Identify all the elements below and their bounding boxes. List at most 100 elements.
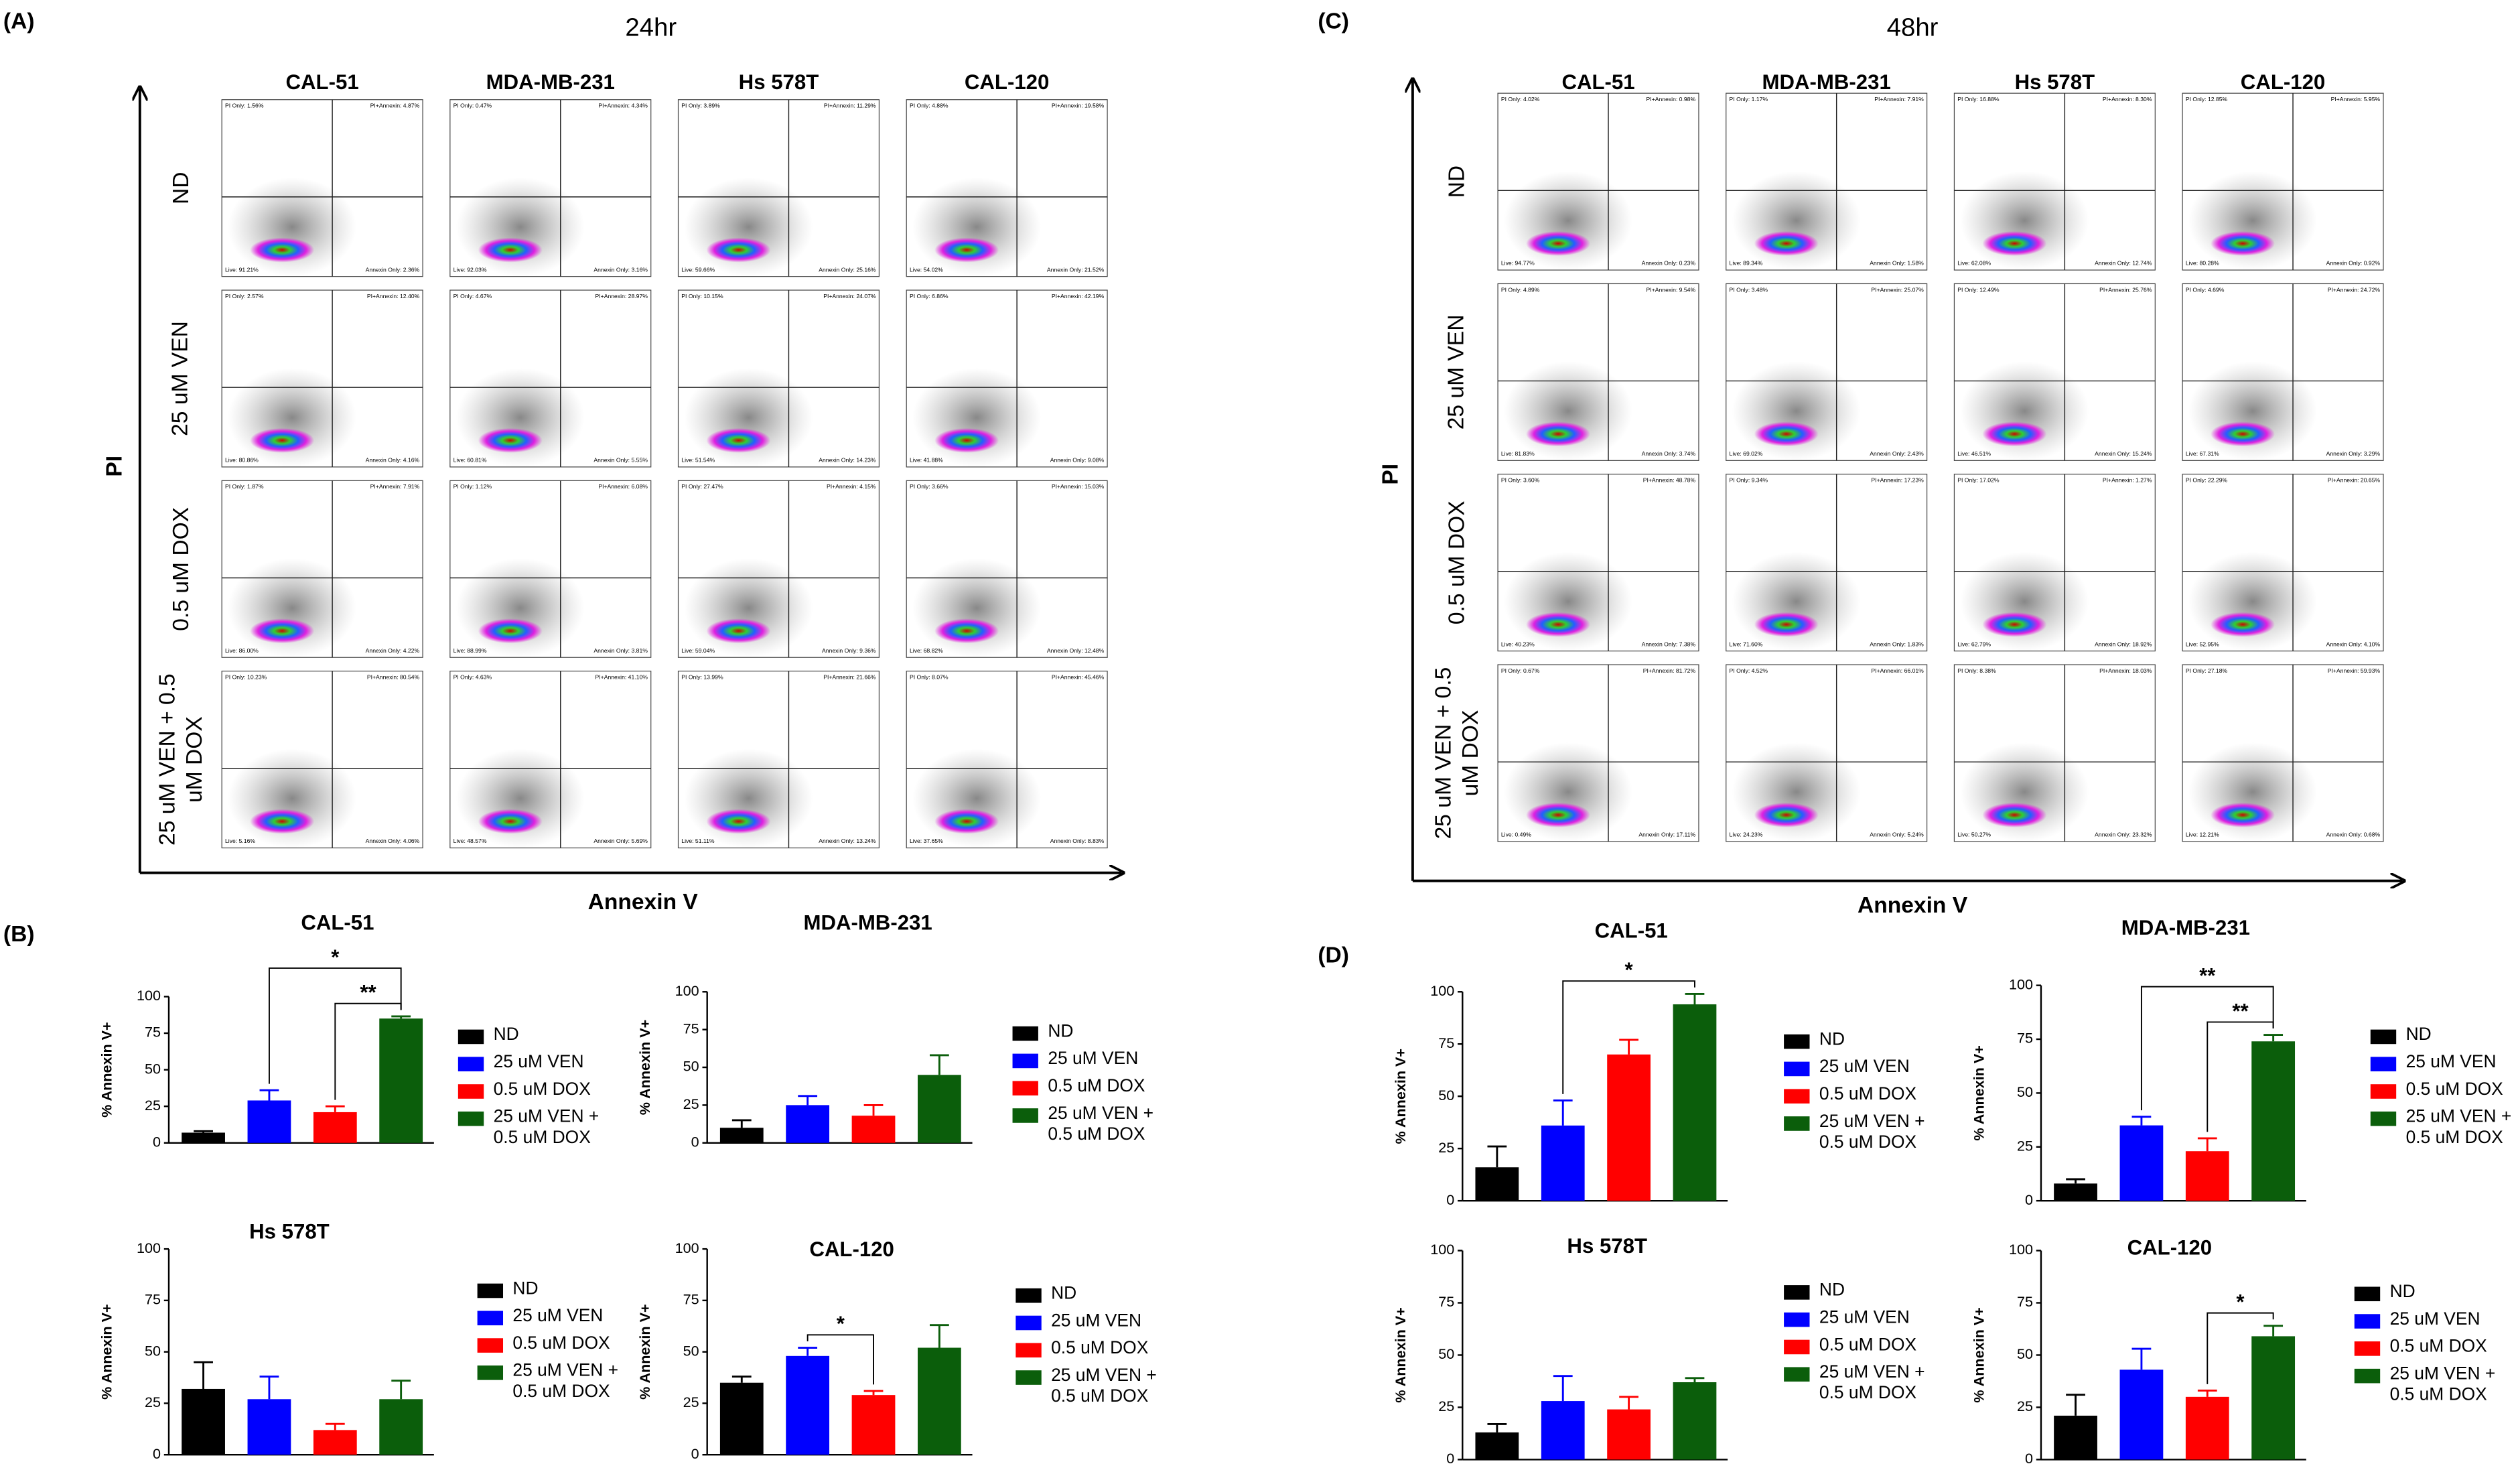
quadrant-label: Annexin Only: 18.92% bbox=[2095, 641, 2152, 647]
flow-plot: PI Only: 17.02% PI+Annexin: 1.27% Live: 62… bbox=[1953, 474, 2156, 652]
quadrant-label: PI+Annexin: 4.34% bbox=[598, 103, 648, 109]
quadrant-label: Live: 59.66% bbox=[681, 266, 715, 273]
y-tick-label: 0 bbox=[691, 1133, 699, 1150]
error-bar bbox=[391, 1015, 411, 1019]
quadrant-label: PI+Annexin: 25.07% bbox=[1871, 286, 1924, 293]
legend-label-box: 25 uM VEN bbox=[512, 1307, 603, 1326]
row-label: 25 uM VEN + 0.5 uM DOX bbox=[1428, 667, 1482, 840]
legend-swatch bbox=[477, 1283, 504, 1298]
quadrant-label: Annexin Only: 23.32% bbox=[2095, 831, 2152, 838]
quadrant-label: Live: 59.04% bbox=[681, 647, 715, 654]
quadrant-label: Annexin Only: 3.74% bbox=[1642, 450, 1696, 457]
error-bar bbox=[2131, 1116, 2152, 1126]
bar bbox=[786, 1355, 830, 1455]
legend-swatch bbox=[1016, 1370, 1042, 1385]
event-density bbox=[706, 618, 771, 644]
row-label-box: ND bbox=[166, 172, 192, 204]
legend-label-box: 25 uM VEN bbox=[1048, 1049, 1139, 1069]
error-bar bbox=[1487, 1422, 1507, 1432]
significance-label: * bbox=[837, 1312, 845, 1335]
quadrant-label: Annexin Only: 0.23% bbox=[1642, 260, 1696, 267]
error-bar bbox=[259, 1376, 279, 1400]
row-label-box: 25 uM VEN + 0.5 uM DOX bbox=[153, 673, 206, 846]
legend-label: 25 uM VEN bbox=[1048, 1049, 1139, 1069]
legend-swatch bbox=[1012, 1081, 1038, 1096]
quadrant-label: PI+Annexin: 20.65% bbox=[2328, 477, 2381, 484]
y-axis-label: % Annexin V+ bbox=[636, 1304, 653, 1400]
flow-plot: PI Only: 27.47% PI+Annexin: 4.15% Live: 59… bbox=[677, 480, 880, 658]
legend-swatch bbox=[458, 1111, 484, 1126]
legend-label: 0.5 uM DOX bbox=[1048, 1077, 1145, 1097]
y-tick-label: 75 bbox=[2017, 1030, 2033, 1047]
legend-label: 0.5 uM DOX bbox=[512, 1334, 610, 1354]
chart-title: Hs 578T bbox=[249, 1219, 330, 1243]
row-label: 0.5 uM DOX bbox=[1442, 500, 1468, 625]
event-density bbox=[1526, 230, 1591, 256]
bar bbox=[786, 1105, 830, 1143]
quadrant-label: Annexin Only: 9.36% bbox=[822, 647, 876, 654]
flow-plot: PI Only: 8.38% PI+Annexin: 18.03% Live: 50… bbox=[1953, 664, 2156, 842]
quadrant-label: PI+Annexin: 18.03% bbox=[2099, 667, 2152, 674]
quadrant-label: PI+Annexin: 59.93% bbox=[2328, 667, 2381, 674]
legend-label-box: 25 uM VEN bbox=[2406, 1053, 2497, 1072]
legend-label-box: ND bbox=[1048, 1022, 1073, 1042]
event-density bbox=[2211, 421, 2276, 447]
legend-label: ND bbox=[1819, 1030, 1845, 1050]
row-label: ND bbox=[1442, 165, 1468, 198]
error-bar bbox=[863, 1390, 884, 1396]
quadrant-label: PI Only: 3.60% bbox=[1501, 477, 1540, 484]
flow-plot: PI Only: 1.87% PI+Annexin: 7.91% Live: 86.… bbox=[221, 480, 423, 658]
quadrant-label: PI+Annexin: 7.91% bbox=[370, 483, 420, 490]
flow-plot: PI Only: 3.66% PI+Annexin: 15.03% Live: 68… bbox=[906, 480, 1108, 658]
quadrant-label: Live: 89.34% bbox=[1730, 260, 1763, 267]
error-bar bbox=[2131, 1347, 2152, 1370]
legend-label-box: 0.5 uM DOX bbox=[2390, 1337, 2487, 1357]
legend-label-box: 0.5 uM DOX bbox=[1819, 1085, 1916, 1104]
legend-label-box: ND bbox=[1051, 1284, 1076, 1304]
quadrant-label: Annexin Only: 17.11% bbox=[1638, 831, 1695, 838]
y-tick-label: 75 bbox=[683, 1020, 699, 1037]
chart-title: CAL-51 bbox=[1595, 919, 1668, 943]
y-tick-label: 25 bbox=[1438, 1139, 1454, 1156]
quadrant-label: Annexin Only: 21.52% bbox=[1047, 266, 1105, 273]
quadrant-label: Annexin Only: 1.83% bbox=[1870, 641, 1924, 647]
legend-label-box: 25 uM VEN bbox=[2390, 1310, 2480, 1329]
legend-label-box: 25 uM VEN bbox=[1819, 1309, 1910, 1328]
legend-swatch bbox=[2354, 1286, 2381, 1302]
event-density bbox=[706, 427, 771, 453]
quadrant-label: Annexin Only: 12.74% bbox=[2095, 260, 2152, 267]
error-bar bbox=[1619, 1039, 1638, 1055]
error-bar bbox=[194, 1361, 213, 1389]
quadrant-label: PI Only: 2.57% bbox=[225, 293, 264, 299]
bar bbox=[2185, 1151, 2229, 1201]
event-density bbox=[250, 237, 315, 263]
row-label-box: 0.5 uM DOX bbox=[1442, 500, 1468, 625]
legend-swatch bbox=[2370, 1084, 2397, 1099]
error-bar bbox=[1487, 1145, 1507, 1168]
y-axis-label: % Annexin V+ bbox=[1971, 1307, 1987, 1403]
quadrant-label: Annexin Only: 3.29% bbox=[2326, 450, 2381, 457]
quadrant-label: PI Only: 4.89% bbox=[1501, 286, 1540, 293]
bar bbox=[851, 1395, 896, 1455]
quadrant-label: Annexin Only: 7.38% bbox=[1642, 641, 1696, 647]
row-label-box: ND bbox=[1442, 165, 1468, 198]
quadrant-label: Live: 94.77% bbox=[1501, 260, 1535, 267]
y-tick-label: 50 bbox=[683, 1342, 699, 1359]
significance-label: * bbox=[1625, 958, 1634, 982]
bar bbox=[917, 1347, 961, 1455]
y-axis-label: PI bbox=[1379, 464, 1403, 485]
quadrant-label: PI+Annexin: 28.97% bbox=[596, 293, 648, 299]
flow-plot: PI Only: 13.99% PI+Annexin: 21.66% Live: 5… bbox=[677, 671, 880, 849]
legend-label-box: 25 uM VEN + 0.5 uM DOX bbox=[1819, 1112, 1925, 1152]
bar bbox=[1475, 1167, 1519, 1201]
flow-plot: PI Only: 12.85% PI+Annexin: 5.95% Live: 80… bbox=[2182, 92, 2384, 271]
panel-label: (C) bbox=[1318, 9, 1349, 34]
event-density bbox=[1526, 612, 1591, 637]
quadrant-label: Live: 80.86% bbox=[225, 457, 259, 464]
bar bbox=[2119, 1369, 2164, 1460]
bar bbox=[182, 1388, 225, 1455]
quadrant-label: Annexin Only: 5.69% bbox=[593, 838, 648, 844]
quadrant-label: PI Only: 4.02% bbox=[1501, 96, 1540, 103]
quadrant-label: PI Only: 4.88% bbox=[910, 103, 949, 109]
chart-title: CAL-51 bbox=[301, 911, 374, 935]
